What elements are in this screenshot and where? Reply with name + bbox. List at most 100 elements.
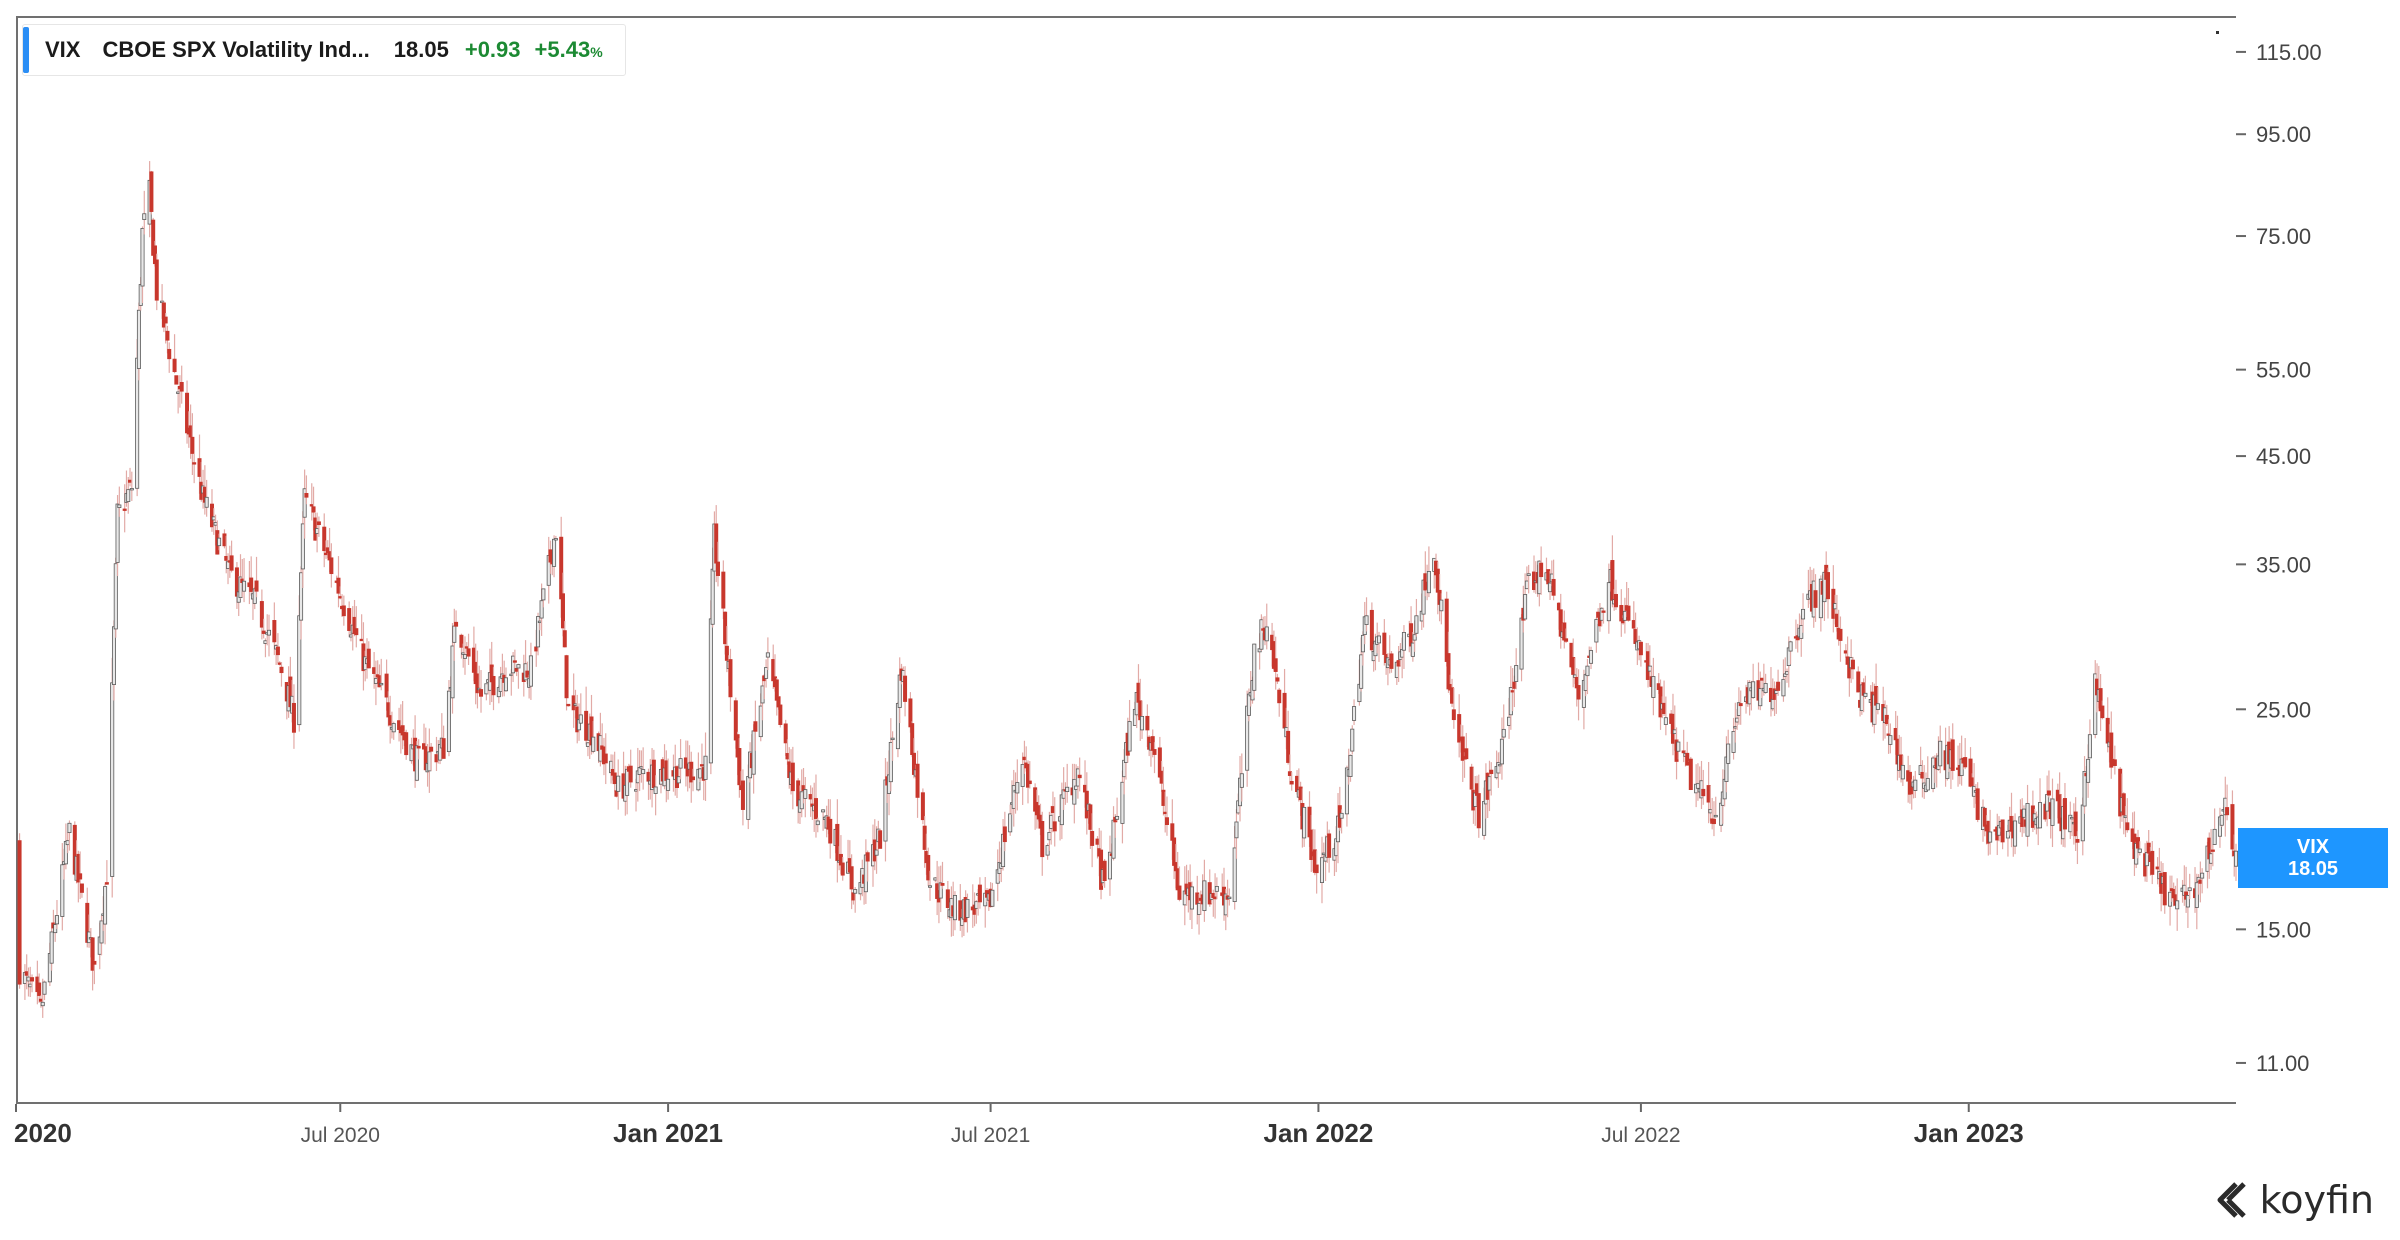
candle-body [753, 721, 758, 732]
candle-body [30, 977, 35, 982]
candle-body [646, 771, 651, 782]
candle-body [161, 302, 166, 328]
candle-body [211, 516, 216, 521]
x-tick-label: Jul 2022 [1601, 1124, 1680, 1147]
candle-body [1498, 763, 1503, 767]
candle-body [1482, 801, 1487, 836]
candle-body [1726, 743, 1731, 764]
candle-body [1102, 860, 1107, 881]
candle-body [528, 655, 533, 687]
candle-body [888, 742, 893, 783]
candle-body [920, 792, 925, 821]
candle-body [136, 309, 141, 369]
candle-body [2046, 790, 2051, 796]
candle-body [329, 557, 334, 575]
y-tick-label: 55.00 [2256, 358, 2311, 383]
candle-body [1601, 610, 1606, 613]
candle-body [1412, 634, 1417, 641]
candle-body [733, 700, 738, 741]
candle-body [2219, 815, 2224, 826]
candle-body [2021, 808, 2026, 818]
koyfin-brand: koyfin [2214, 1178, 2374, 1222]
candle-body [1072, 778, 1077, 805]
candle-body [1825, 572, 1830, 600]
candle-body [1781, 678, 1786, 697]
candle-body [758, 705, 763, 738]
candle-body [737, 748, 742, 786]
candle-body [1302, 806, 1307, 839]
candle-body [348, 634, 353, 638]
candle-body [2233, 850, 2238, 867]
candle-body [539, 600, 544, 619]
x-tick-label: Jan 2022 [1263, 1118, 1373, 1148]
candle-body [1115, 815, 1120, 820]
candle-body [1834, 613, 1839, 628]
candle-body [261, 630, 266, 634]
candle-body [651, 759, 656, 789]
candle-body [1526, 573, 1531, 576]
candle-body [1571, 657, 1576, 675]
chart-menu-dot[interactable] [2216, 31, 2219, 34]
candle-body [128, 479, 133, 483]
candle-body [1631, 620, 1636, 629]
candle-body [466, 648, 471, 657]
candle-body [1975, 788, 1980, 820]
candle-body [1377, 635, 1382, 644]
candle-body [176, 391, 181, 394]
candle-body [1760, 677, 1765, 681]
candle-body [2209, 853, 2214, 864]
candle-body [740, 780, 745, 810]
candle-body [1314, 864, 1319, 874]
candle-body [1197, 903, 1202, 915]
candle-body [217, 537, 222, 547]
candle-body [213, 522, 218, 526]
candle-body [1140, 715, 1145, 731]
candle-body [1050, 806, 1055, 813]
candle-body [2175, 900, 2180, 910]
candle-body [1002, 826, 1007, 843]
candle-body [126, 489, 131, 502]
candle-body [1015, 782, 1020, 794]
candle-body [1464, 748, 1469, 760]
candle-body [1360, 634, 1365, 653]
candle-body [2080, 804, 2085, 842]
candle-body [104, 882, 109, 885]
candle-body [938, 882, 943, 899]
candle-body [229, 555, 234, 571]
candle-body [1770, 698, 1775, 710]
candle-body [1843, 650, 1848, 654]
candle-body [113, 563, 118, 630]
candle-body [99, 920, 104, 944]
candle-body [541, 588, 546, 601]
candle-body [1295, 775, 1300, 793]
candle-body [878, 830, 883, 849]
candle-body [895, 703, 900, 750]
candle-body [1410, 642, 1415, 657]
candle-body [835, 823, 840, 861]
candle-body [2210, 849, 2215, 852]
candle-body [585, 742, 590, 747]
price-tag-value: 18.05 [2287, 858, 2339, 880]
y-tick-label: 95.00 [2256, 122, 2311, 147]
candle-body [1364, 615, 1369, 625]
x-tick-label: 2020 [14, 1118, 72, 1148]
candle-body [204, 496, 209, 508]
candle-body [1090, 830, 1095, 846]
candle-body [1327, 833, 1332, 858]
candle-body [142, 213, 147, 220]
candle-body [1489, 769, 1494, 775]
candle-body [1751, 681, 1756, 698]
candle-body [224, 555, 229, 561]
candle-body [1414, 615, 1419, 634]
candle-body [1350, 728, 1355, 752]
candle-body [2025, 803, 2030, 837]
candle-body [1095, 838, 1100, 845]
candle-body [2168, 891, 2173, 907]
candle-body [799, 791, 804, 810]
candle-body [138, 284, 143, 306]
candle-body [2082, 770, 2087, 807]
candle-body [1451, 709, 1456, 721]
legend[interactable]: VIX CBOE SPX Volatility Ind... 18.05 +0.… [22, 24, 626, 76]
candle-body [1145, 715, 1150, 731]
